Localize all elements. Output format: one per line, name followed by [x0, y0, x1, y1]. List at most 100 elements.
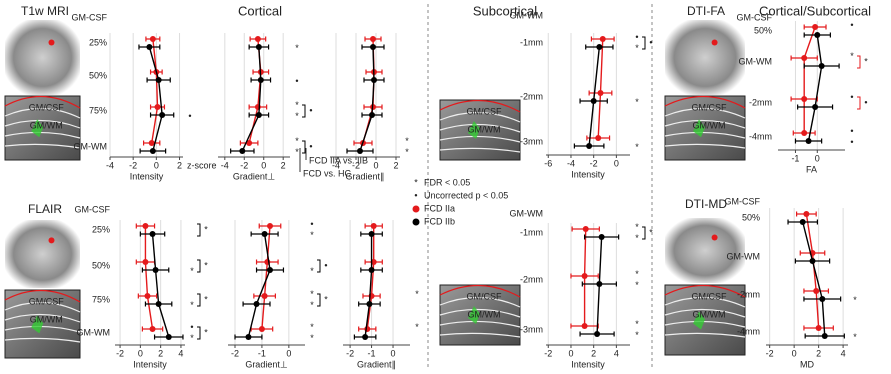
mean-point: [371, 77, 377, 83]
series-line: [806, 214, 818, 328]
significance-marker: *: [295, 111, 299, 121]
significance-marker: •: [850, 126, 853, 136]
x-tick-label: 2: [816, 348, 821, 358]
mean-point: [142, 259, 148, 265]
mean-point: [245, 334, 251, 340]
significance-marker: *: [190, 333, 194, 343]
mean-point: [256, 44, 262, 50]
significance-marker: *: [635, 43, 639, 53]
mean-point: [156, 301, 162, 307]
lesion-marker: [712, 40, 718, 46]
x-axis-label: Gradient⊥: [245, 359, 288, 369]
row-label: GM-WM: [74, 141, 108, 151]
row-label: -2mm: [520, 91, 543, 101]
comparison-bracket: [302, 141, 305, 153]
region-label: GM/CSF: [29, 296, 65, 306]
row-label: GM-WM: [727, 251, 761, 261]
significance-marker: *: [635, 97, 639, 107]
significance-marker: *: [635, 142, 639, 152]
comparison-marker: •: [309, 141, 312, 151]
series-line: [803, 222, 825, 336]
mean-point: [819, 63, 825, 69]
significance-marker: *: [310, 322, 314, 332]
x-tick-label: -2: [116, 348, 124, 358]
mean-point: [801, 96, 807, 102]
mean-point: [595, 135, 601, 141]
significance-marker: *: [310, 333, 314, 343]
mean-point: [369, 267, 375, 273]
legend-marker: *: [414, 177, 418, 187]
mean-point: [813, 288, 819, 294]
row-label: -1mm: [520, 227, 543, 237]
mean-point: [370, 44, 376, 50]
region-label: GM/CSF: [692, 102, 728, 112]
significance-marker: *: [405, 136, 409, 146]
x-tick-label: 0: [261, 160, 266, 170]
mean-point: [583, 226, 589, 232]
x-tick-label: 0: [286, 348, 291, 358]
significance-marker: *: [310, 266, 314, 276]
x-tick-label: -1: [258, 348, 266, 358]
mean-point: [371, 223, 377, 229]
x-axis-label: MD: [800, 359, 814, 369]
mean-point: [150, 326, 156, 332]
row-label: GM-CSF: [737, 12, 773, 22]
mean-point: [582, 323, 588, 329]
x-tick-label: -2: [590, 158, 598, 168]
modality-label: T1w MRI: [21, 4, 69, 18]
mean-point: [594, 331, 600, 337]
significance-marker: •: [635, 32, 638, 42]
legend-label: Uncorrected p < 0.05: [424, 190, 508, 200]
comparison-marker: •: [309, 105, 312, 115]
row-label: GM-CSF: [75, 204, 111, 214]
comparison-bracket: [857, 56, 860, 68]
mean-point: [812, 104, 818, 110]
comparison-marker: *: [204, 327, 208, 337]
x-tick-label: 0: [815, 153, 820, 163]
mean-point: [259, 326, 265, 332]
modality-label: DTI-MD: [685, 197, 727, 211]
panel-title: Cortical/Subcortical: [759, 3, 871, 18]
modality-label: FLAIR: [28, 202, 62, 216]
mean-point: [801, 55, 807, 61]
note: FCD vs. HC: [303, 168, 351, 178]
region-label: GM/CSF: [692, 291, 728, 301]
mean-point: [816, 325, 822, 331]
comparison-bracket: [642, 37, 645, 49]
mean-point: [582, 273, 588, 279]
mean-point: [267, 223, 273, 229]
significance-marker: •: [850, 92, 853, 102]
comparison-bracket: [197, 260, 200, 272]
row-label: -2mm: [520, 274, 543, 284]
comparison-marker: •: [649, 37, 652, 47]
mean-point: [596, 44, 602, 50]
significance-marker: *: [415, 322, 419, 332]
x-tick-label: -2: [766, 348, 774, 358]
x-tick-label: 2: [177, 160, 182, 170]
mean-point: [597, 90, 603, 96]
mean-point: [256, 112, 262, 118]
series-line: [360, 47, 374, 151]
x-tick-label: 0: [391, 348, 396, 358]
mean-point: [150, 36, 156, 42]
row-label: -4mm: [749, 131, 772, 141]
mean-point: [150, 231, 156, 237]
comparison-marker: *: [204, 294, 208, 304]
mean-point: [262, 293, 268, 299]
x-tick-label: 4: [841, 348, 846, 358]
significance-marker: *: [405, 147, 409, 157]
mean-point: [153, 267, 159, 273]
significance-marker: •: [310, 219, 313, 229]
significance-marker: *: [850, 51, 854, 61]
x-tick-label: 2: [158, 348, 163, 358]
comparison-bracket: [317, 294, 320, 306]
x-axis-label: FA: [806, 164, 817, 174]
x-tick-label: -4: [332, 160, 340, 170]
mean-point: [803, 211, 809, 217]
row-label: GM-CSF: [72, 12, 108, 22]
legend-swatch: [413, 219, 420, 226]
x-tick-label: -2: [240, 160, 248, 170]
legend-swatch: [413, 206, 420, 213]
comparison-marker: •: [864, 97, 867, 107]
row-label: -3mm: [520, 136, 543, 146]
